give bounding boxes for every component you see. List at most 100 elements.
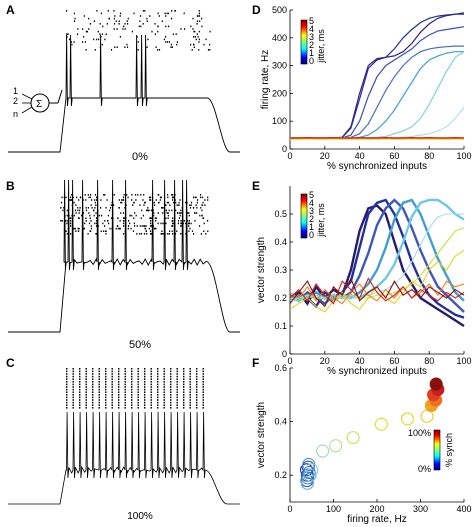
raster-spike xyxy=(85,386,87,388)
raster-spike xyxy=(105,370,107,373)
raster-spike xyxy=(209,43,211,46)
raster-spike xyxy=(180,225,182,227)
raster-spike xyxy=(176,381,178,383)
raster-spike xyxy=(107,10,109,12)
raster-spike xyxy=(196,391,198,393)
raster-spike xyxy=(170,396,172,399)
raster-spike xyxy=(163,38,165,41)
raster-spike xyxy=(63,207,65,209)
raster-spike xyxy=(118,227,121,230)
colorbar-f-tick-bottom: 0% xyxy=(418,464,431,474)
raster-spike xyxy=(126,194,128,196)
raster-spike xyxy=(194,220,196,222)
raster-spike xyxy=(166,212,168,214)
raster-spike xyxy=(78,217,80,219)
raster-spike xyxy=(110,204,112,206)
raster-spike xyxy=(169,230,171,232)
raster-spike xyxy=(115,20,117,22)
raster-spike xyxy=(202,391,204,393)
raster-spike xyxy=(150,388,152,391)
raster-spike xyxy=(79,391,81,393)
raster-spike xyxy=(72,394,74,396)
raster-spike xyxy=(171,46,173,48)
colorbar-tick: 4 xyxy=(309,24,314,34)
raster-spike xyxy=(146,17,148,20)
y-tick-label: 0.2 xyxy=(274,293,287,303)
raster-spike xyxy=(123,194,125,196)
colorbar-tick: 5 xyxy=(309,190,314,200)
series-line-9 xyxy=(289,277,465,305)
raster-spike xyxy=(163,383,165,386)
raster-spike xyxy=(98,394,100,396)
x-tick-label: 0 xyxy=(287,356,292,366)
raster-spike xyxy=(119,227,121,230)
colorbar-tick: 3 xyxy=(309,32,314,42)
raster-spike xyxy=(203,43,205,46)
raster-spike xyxy=(165,217,167,219)
x-tick-label: 60 xyxy=(389,356,399,366)
colorbar-d-label: jitter, ms xyxy=(316,29,326,64)
raster-spike xyxy=(189,381,191,383)
raster-spike xyxy=(193,30,195,33)
raster-spike xyxy=(196,386,198,388)
raster-spike xyxy=(69,199,71,201)
raster-spike xyxy=(110,49,113,51)
scatter-point-20 xyxy=(429,377,443,391)
raster-spike xyxy=(83,227,86,230)
raster-spike xyxy=(111,217,113,219)
raster-spike xyxy=(131,383,133,386)
raster-spike xyxy=(101,33,103,35)
raster-spike xyxy=(85,394,87,396)
raster-spike xyxy=(150,396,152,399)
raster-spike xyxy=(124,373,126,375)
raster-spike xyxy=(170,375,172,378)
raster-spike xyxy=(128,220,130,222)
raster-spike xyxy=(66,33,68,35)
raster-spike xyxy=(88,28,90,30)
raster-spike xyxy=(116,28,118,30)
raster-spike xyxy=(124,46,126,48)
raster-spike xyxy=(73,41,75,43)
raster-spike xyxy=(131,396,133,399)
raster-spike xyxy=(118,378,120,380)
raster-spike xyxy=(144,407,146,409)
raster-spike xyxy=(131,404,133,406)
raster-spike xyxy=(70,233,72,235)
raster-spike xyxy=(79,370,81,373)
raster-spike xyxy=(148,227,150,230)
raster-spike xyxy=(202,407,204,409)
raster-spike xyxy=(159,196,162,199)
raster-spike xyxy=(134,212,136,214)
raster-spike xyxy=(171,10,173,12)
raster-spike xyxy=(132,230,135,232)
raster-spike xyxy=(178,217,180,219)
raster-spike xyxy=(146,20,148,22)
colorbar-tick: 1 xyxy=(309,48,314,58)
raster-spike xyxy=(163,388,165,391)
raster-spike xyxy=(66,370,68,373)
raster-spike xyxy=(202,394,204,396)
raster-spike xyxy=(176,378,178,380)
raster-spike xyxy=(85,383,87,386)
raster-spike xyxy=(85,370,87,373)
raster-spike xyxy=(118,401,120,404)
raster-spike xyxy=(180,212,182,214)
raster-spike xyxy=(96,217,98,219)
raster-spike xyxy=(150,373,152,375)
raster-spike xyxy=(79,207,81,209)
raster-spike xyxy=(119,15,121,17)
raster-spike xyxy=(74,227,76,230)
series-line-2 xyxy=(289,198,465,313)
raster-spike xyxy=(111,404,113,406)
raster-spike xyxy=(105,230,107,232)
raster-spike xyxy=(87,233,89,235)
raster-spike xyxy=(177,220,180,222)
raster-spike xyxy=(79,381,81,383)
raster-spike xyxy=(77,230,79,232)
panel-label-e: E xyxy=(252,179,260,193)
raster-spike xyxy=(193,233,195,235)
raster-spike xyxy=(124,368,126,370)
raster-spike xyxy=(100,199,102,201)
raster-spike xyxy=(176,391,178,393)
